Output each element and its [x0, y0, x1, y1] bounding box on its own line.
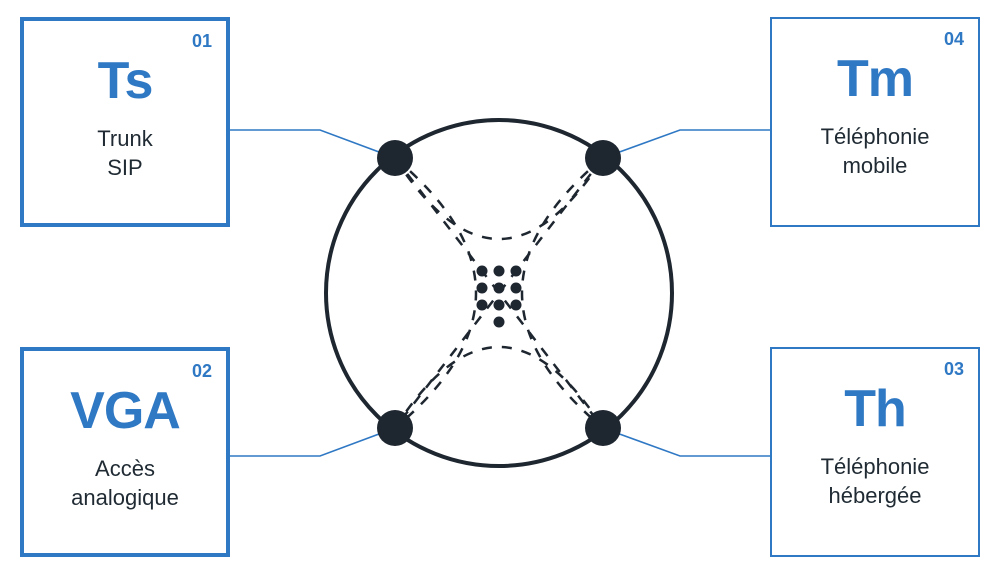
card-number: 02: [192, 361, 212, 382]
card-symbol: Ts: [98, 51, 153, 111]
card-th: 03 Th Téléphonie hébergée: [770, 347, 980, 557]
card-label: Téléphonie hébergée: [821, 453, 930, 510]
card-label: Téléphonie mobile: [821, 123, 930, 180]
card-vga: 02 VGA Accès analogique: [20, 347, 230, 557]
card-symbol: Th: [844, 379, 906, 439]
card-number: 01: [192, 31, 212, 52]
card-symbol: Tm: [837, 49, 913, 109]
card-label: Accès analogique: [71, 455, 179, 512]
card-tm: 04 Tm Téléphonie mobile: [770, 17, 980, 227]
card-number: 04: [944, 29, 964, 50]
card-symbol: VGA: [70, 381, 180, 441]
card-number: 03: [944, 359, 964, 380]
card-label: Trunk SIP: [97, 125, 152, 182]
card-ts: 01 Ts Trunk SIP: [20, 17, 230, 227]
